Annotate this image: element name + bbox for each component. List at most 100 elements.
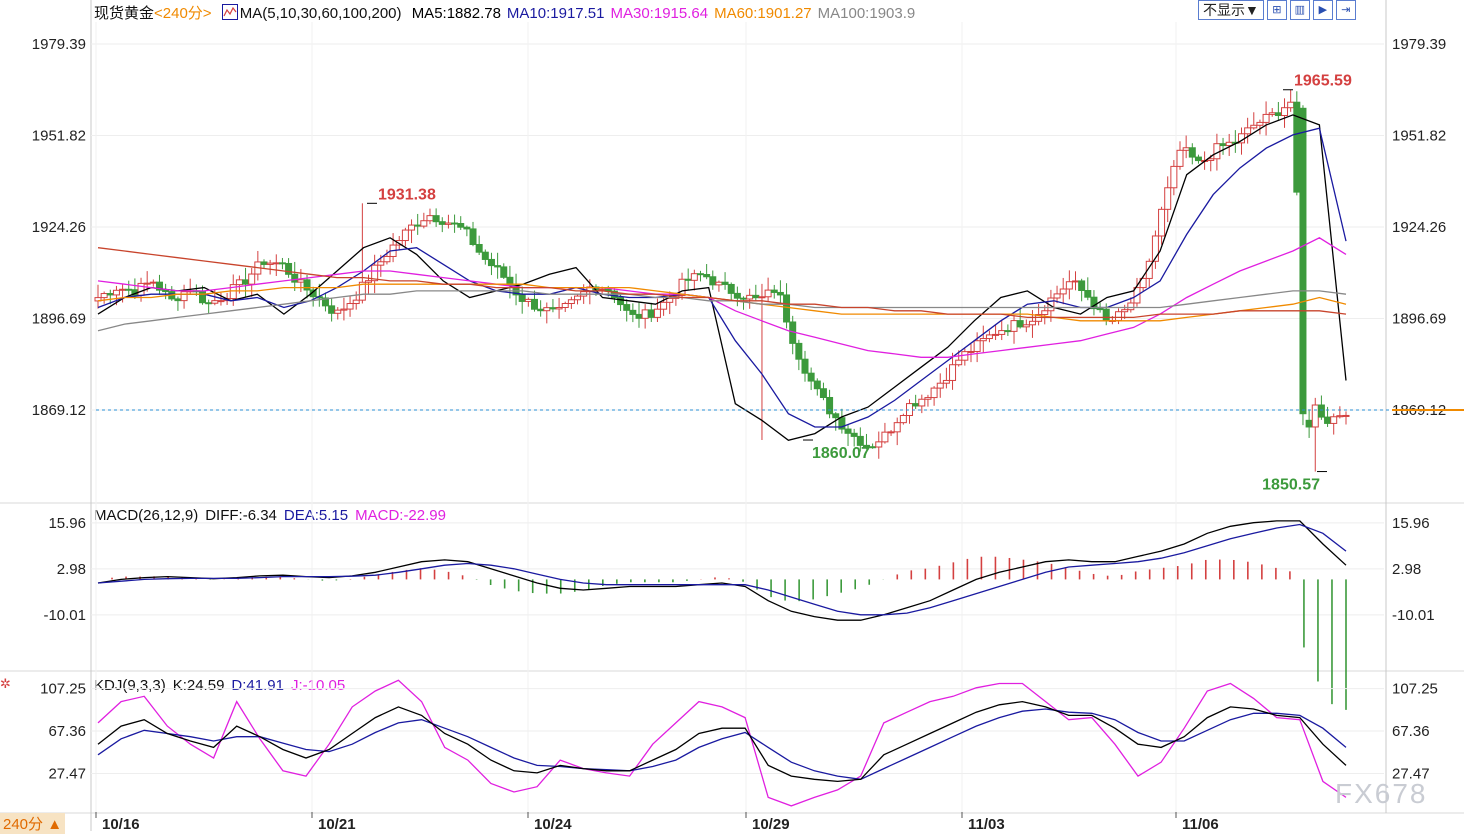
candle-body [291,273,299,283]
candle-body [475,243,483,253]
macd-hist-value: MACD:-22.99 [355,507,446,524]
candle-body [1305,419,1313,428]
candle-body [770,289,778,293]
kdj-tick-right: 27.47 [1392,765,1430,782]
macd-tick-left: -10.01 [43,607,86,624]
candle-body [543,307,551,312]
candle-body [242,279,250,285]
candle-body [598,288,606,291]
kdj-d-value: D:41.91 [231,677,284,694]
ma-indicator-icon[interactable] [221,4,238,20]
candle-body [985,334,993,340]
candle-body [260,261,268,265]
candle-body [635,313,643,319]
candle-body [1274,112,1282,117]
candle-body [334,309,342,314]
candle-body [801,358,809,374]
candle-body [844,428,852,434]
kdj-params: KDJ(9,3,3) [94,677,166,694]
candle-body [1299,107,1307,415]
candle-body [235,279,243,286]
macd-tick-right: 2.98 [1392,561,1421,578]
ma-value-3: MA60:1901.27 [714,5,812,22]
zoom-fit-icon[interactable]: ⊞ [1266,0,1287,20]
candle-body [856,435,864,446]
ma-value-2: MA30:1915.64 [610,5,709,22]
kdj-tick-left: 67.36 [48,723,86,740]
chart-toolbar: 不显示▼ ⊞ ▥ ▶ ⇥ [1198,0,1356,20]
candle-body [678,278,686,296]
candle-body [875,441,883,448]
ma-params: MA(5,10,30,60,100,200) [239,5,402,22]
candle-body [303,279,311,291]
extreme-label: 1860.07 [812,445,870,462]
candle-body [487,258,495,267]
candle-body [912,403,920,407]
candle-body [537,308,545,312]
candle-body [752,294,760,299]
candle-body [1139,277,1147,289]
candle-body [746,294,754,300]
period-selector[interactable]: 240分 ▲ [0,813,66,834]
candle-body [776,291,784,296]
candle-body [285,262,293,275]
candle-body [217,300,225,303]
play-icon[interactable]: ▶ [1312,0,1333,20]
candle-body [500,266,508,278]
candle-body [696,273,704,276]
candle-body [1022,324,1030,328]
price-tick-right: 1951.82 [1392,127,1446,144]
candle-body [660,301,668,310]
candle-body [457,223,465,228]
candle-body [973,340,981,352]
x-tick-label: 11/03 [968,816,1005,831]
candle-body [272,262,280,265]
candle-body [143,282,151,285]
price-tick-left: 1951.82 [32,127,86,144]
candle-body [740,297,748,300]
candle-body [549,307,557,310]
candle-body [881,431,889,443]
candle-body [205,302,213,305]
macd-tick-right: 15.96 [1392,515,1430,532]
candle-body [807,372,815,382]
candle-body [1170,165,1178,189]
extreme-label: 1850.57 [1262,477,1320,494]
candle-body [1342,414,1350,417]
candle-body [1151,235,1159,262]
macd-diff-line [97,520,1347,621]
candle-body [408,224,416,231]
extreme-label: 1965.59 [1294,73,1352,90]
candle-body [1028,320,1036,326]
kdj-tick-left: 27.47 [48,765,86,782]
candle-body [137,282,145,296]
candle-body [365,280,373,283]
candle-body [149,281,157,284]
candle-body [494,265,502,268]
candles [94,89,1350,472]
candle-body [783,294,791,323]
candle-body [887,431,895,434]
candle-body [936,382,944,389]
candle-body [438,221,446,225]
macd-dea-value: DEA:5.15 [283,507,349,524]
candle-body [967,350,975,353]
layout-icon[interactable]: ▥ [1289,0,1310,20]
ma-line-ma200 [97,247,1347,319]
kdj-settings-icon: ✲ [0,676,11,691]
ma-line-ma30 [97,237,1347,358]
candle-body [506,276,514,286]
macd-tick-right: -10.01 [1392,607,1435,624]
candle-body [721,281,729,285]
candle-body [758,296,766,299]
candle-body [112,289,120,296]
indicator-dropdown[interactable]: 不显示▼ [1198,0,1264,20]
x-tick-label: 10/24 [534,816,572,831]
candle-body [942,379,950,384]
candle-body [358,281,366,301]
candle-body [309,289,317,298]
step-icon[interactable]: ⇥ [1335,0,1356,20]
period-label[interactable]: <240分> [154,5,212,22]
candle-body [1262,113,1270,123]
